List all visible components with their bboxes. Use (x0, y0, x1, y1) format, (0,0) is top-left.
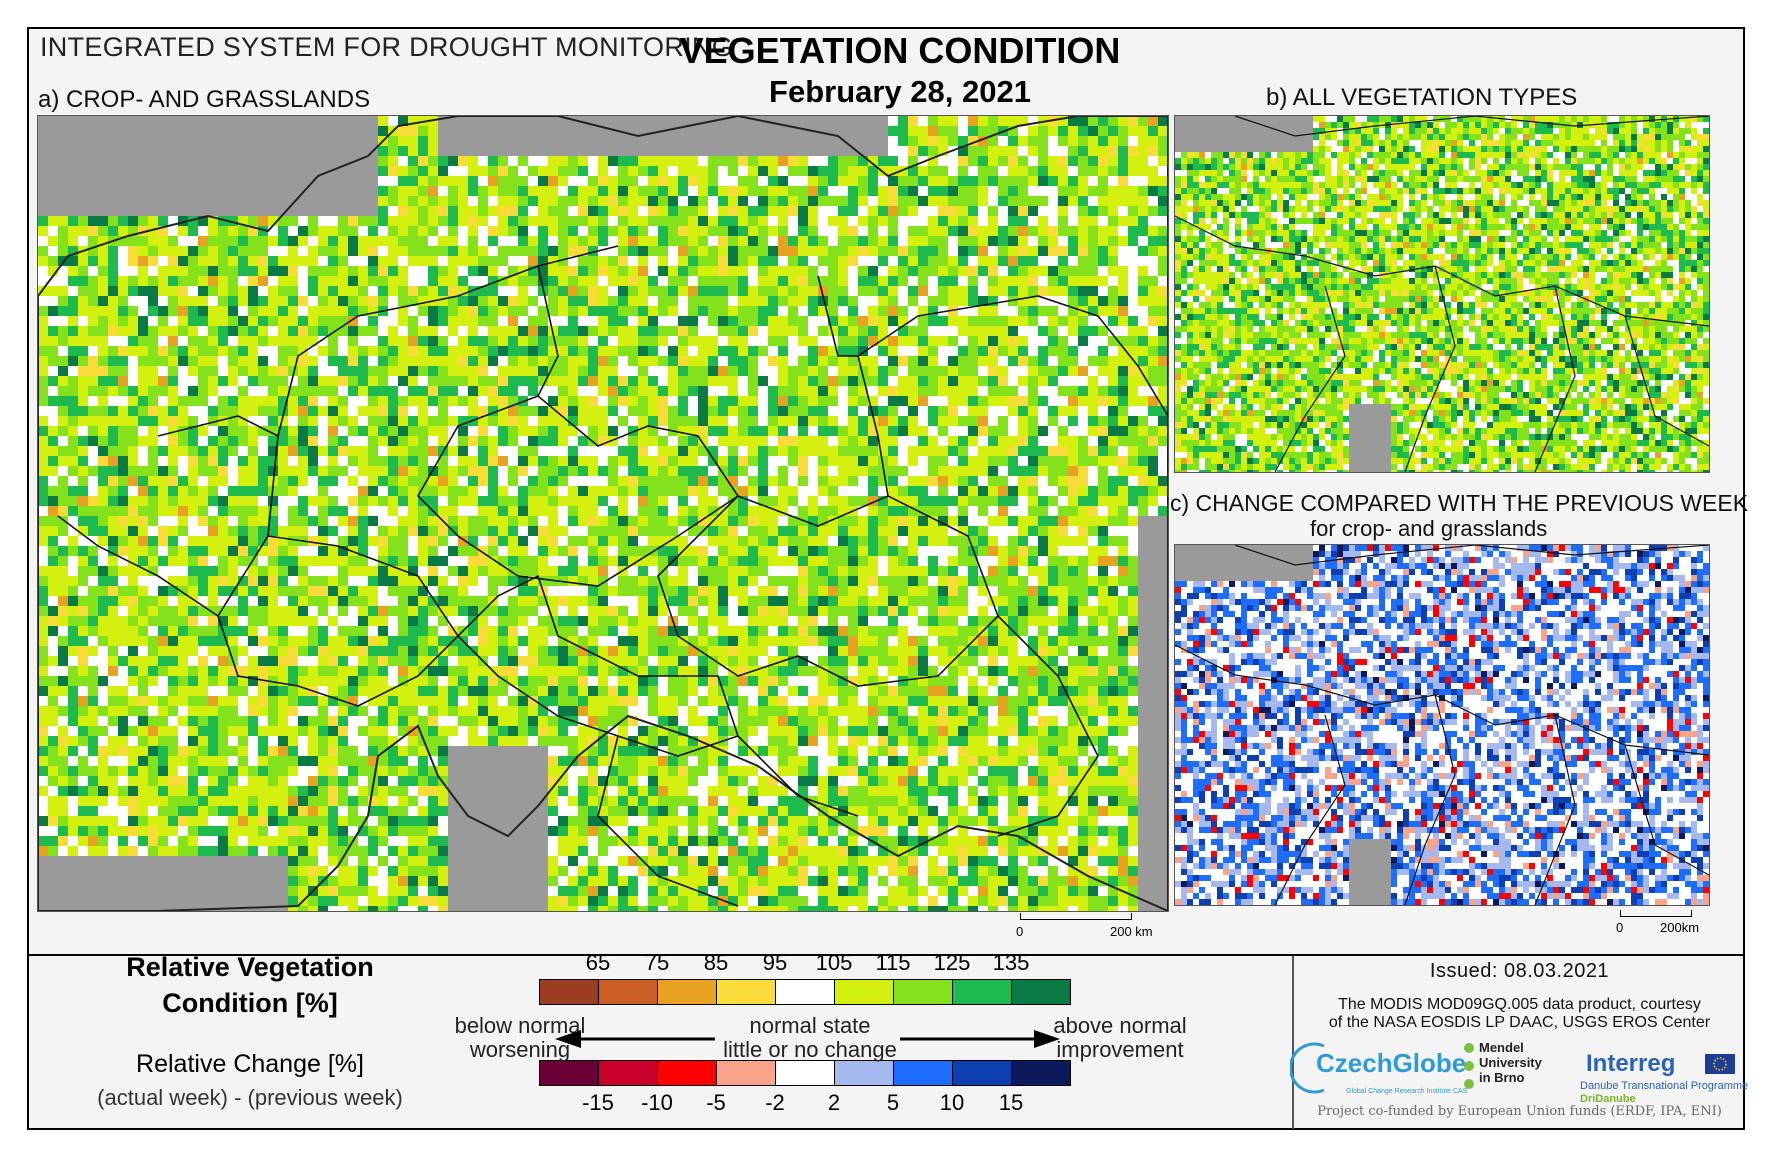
legend-change-formula: (actual week) - (previous week) (97, 1085, 403, 1110)
panel-c-label: c) CHANGE COMPARED WITH THE PREVIOUS WEE… (1170, 490, 1749, 516)
czechglobe-logo-icon (1290, 1042, 1325, 1094)
interreg-logo-subtitle: Danube Transnational Programme (1580, 1080, 1749, 1092)
courtesy-line-1: The MODIS MOD09GQ.005 data product, cour… (1338, 996, 1701, 1013)
legend-tick-label: -15 (582, 1090, 614, 1115)
legend-swatch (1011, 1060, 1071, 1086)
map-all-vegetation (1174, 115, 1710, 473)
panel-b-label: b) ALL VEGETATION TYPES (1266, 84, 1578, 111)
mendel-logo-3: in Brno (1479, 1070, 1525, 1085)
legend-swatch (834, 1060, 894, 1086)
eu-flag-icon (1705, 1054, 1735, 1074)
desc-improvement: improvement (1056, 1037, 1184, 1062)
legend-tick-label: 10 (939, 1090, 965, 1115)
scalebar-c-start: 0 (1616, 920, 1624, 935)
desc-little-change: little or no change (723, 1037, 897, 1062)
legend-swatch (598, 1060, 658, 1086)
scalebar-c (1620, 910, 1692, 917)
legend-tick-label: 2 (827, 1090, 841, 1115)
legend-swatch (657, 1060, 717, 1086)
legend-tick-label: -2 (765, 1090, 785, 1115)
footer-divider (1292, 956, 1294, 1129)
legend-tick-label: 65 (585, 950, 611, 975)
map-a-canvas (38, 116, 1168, 911)
map-crop-grasslands (37, 115, 1169, 912)
legend-swatch (539, 1060, 599, 1086)
legend-swatch (775, 979, 835, 1005)
interreg-logo: Interreg (1586, 1050, 1676, 1077)
legend-swatch (1011, 979, 1071, 1005)
legend-tick-label: 5 (886, 1090, 900, 1115)
arrow-right-icon (900, 1030, 1060, 1048)
page-title: VEGETATION CONDITION (679, 30, 1121, 71)
legend-swatch (598, 979, 658, 1005)
courtesy-line-2: of the NASA EOSDIS LP DAAC, USGS EROS Ce… (1328, 1014, 1711, 1031)
arrow-left-icon (555, 1030, 715, 1048)
legend-change-title: Relative Change [%] (136, 1050, 364, 1078)
czechglobe-logo-subtitle: Global Change Research Institute CAS (1346, 1088, 1468, 1095)
map-c-canvas (1175, 545, 1709, 905)
desc-normal-state: normal state (749, 1013, 871, 1038)
scalebar-a-end: 200 km (1110, 924, 1153, 939)
legend-rvc-title-1: Relative Vegetation (126, 952, 374, 982)
legend-swatch (539, 979, 599, 1005)
legend-rvc-title-2: Condition [%] (162, 988, 338, 1018)
legend-tick-label: 75 (644, 950, 670, 975)
dridanube-logo: DriDanube (1580, 1093, 1636, 1105)
legend-tick-label: 95 (762, 950, 788, 975)
legend-swatch (834, 979, 894, 1005)
map-date: February 28, 2021 (769, 74, 1031, 109)
desc-below-normal: below normal (454, 1013, 586, 1038)
panel-a-label: a) CROP- AND GRASSLANDS (38, 86, 371, 113)
legend-tick-label: -5 (706, 1090, 726, 1115)
mendel-logo-1: Mendel (1479, 1040, 1524, 1055)
legend-tick-label: 135 (992, 950, 1030, 975)
issued-date: Issued: 08.03.2021 (1429, 960, 1610, 982)
scalebar-c-end: 200km (1660, 920, 1700, 935)
legend-tick-label: 15 (998, 1090, 1024, 1115)
mendel-logo-2: University (1479, 1055, 1542, 1070)
legend-tick-label: -10 (641, 1090, 673, 1115)
legend-swatch (952, 1060, 1012, 1086)
system-title: INTEGRATED SYSTEM FOR DROUGHT MONITORING (40, 32, 734, 62)
map-weekly-change (1174, 544, 1710, 906)
legend-swatch (716, 979, 776, 1005)
legend-tick-label: 85 (703, 950, 729, 975)
map-b-canvas (1175, 116, 1709, 472)
panel-c-sublabel: for crop- and grasslands (1310, 516, 1548, 541)
eu-stars-icon (1713, 1057, 1727, 1071)
czechglobe-logo: CzechGlobe (1316, 1048, 1467, 1078)
legend-swatch (952, 979, 1012, 1005)
desc-above-normal: above normal (1053, 1013, 1187, 1038)
legend-swatch (893, 979, 953, 1005)
scalebar-a (1020, 913, 1132, 920)
legend-swatch (893, 1060, 953, 1086)
legend-swatch (657, 979, 717, 1005)
scalebar-a-start: 0 (1016, 924, 1024, 939)
legend-swatch (716, 1060, 776, 1086)
legend-tick-label: 125 (933, 950, 971, 975)
legend-tick-label: 115 (875, 950, 911, 975)
legend-divider (29, 954, 1743, 956)
mendel-logo-icon (1464, 1043, 1474, 1089)
desc-worsening: worsening (469, 1037, 571, 1062)
funding-note: Project co-funded by European Union fund… (1317, 1104, 1722, 1119)
legend-tick-label: 105 (815, 950, 853, 975)
legend-swatch (775, 1060, 835, 1086)
